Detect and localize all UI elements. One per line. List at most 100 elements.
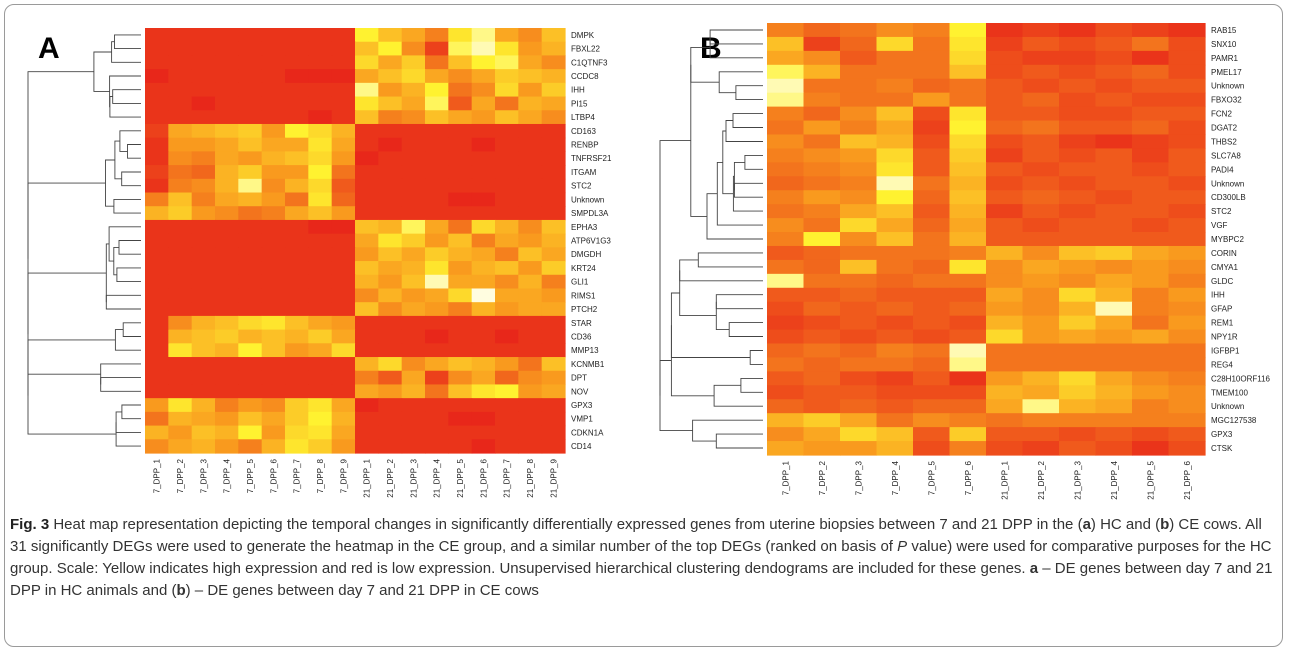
heatmap-cell: [191, 82, 216, 98]
heatmap-cell: [238, 288, 263, 303]
heatmap-cell: [145, 315, 169, 331]
heatmap-cell: [261, 96, 286, 111]
heatmap-cell: [840, 232, 878, 247]
heatmap-cell: [1132, 78, 1170, 94]
heatmap-cell: [1095, 92, 1133, 108]
heatmap-cell: [471, 69, 496, 84]
heatmap-cell: [1132, 441, 1170, 456]
caption-ref-a: a: [1082, 516, 1091, 533]
heatmap-cell: [495, 178, 519, 194]
heatmap-cell: [1168, 176, 1206, 191]
column-label: 7_DPP_3: [199, 458, 208, 493]
heatmap-cell: [378, 28, 403, 43]
heatmap-cell: [1059, 385, 1097, 400]
heatmap-cell: [1022, 413, 1060, 428]
row-label: GLI1: [571, 278, 589, 287]
heatmap-cell: [425, 96, 449, 111]
heatmap-cell: [1022, 343, 1060, 359]
dendrogram-branch: [670, 292, 751, 358]
heatmap-cell: [1059, 120, 1097, 136]
row-label: Unknown: [1211, 179, 1244, 188]
heatmap-cell: [168, 425, 193, 440]
row-label: FBXL22: [571, 45, 600, 54]
heatmap-cell: [308, 41, 333, 57]
heatmap-cell: [1022, 301, 1060, 317]
heatmap-cell: [378, 370, 403, 386]
row-label: GPX3: [571, 401, 593, 410]
heatmap-cell: [168, 411, 193, 427]
heatmap-cell: [191, 151, 216, 166]
heatmap-cell: [285, 96, 309, 111]
heatmap-cell: [191, 206, 216, 221]
heatmap-cell: [913, 176, 951, 191]
heatmap-cell: [145, 192, 169, 207]
dendrogram-branch: [679, 270, 717, 317]
heatmap-cell: [308, 123, 333, 139]
heatmap-cell: [1022, 385, 1060, 400]
heatmap-cell: [331, 206, 356, 221]
dendrogram-branch: [27, 272, 107, 396]
heatmap-cell: [145, 178, 169, 194]
dendrogram-branch: [732, 113, 763, 128]
heatmap-cell: [986, 204, 1024, 219]
heatmap-cell: [767, 357, 805, 372]
heatmap-cell: [261, 110, 286, 125]
heatmap-cell: [495, 315, 519, 331]
heatmap-cell: [803, 245, 841, 261]
dendrogram-branch: [121, 171, 141, 187]
heatmap-cell: [355, 165, 379, 180]
heatmap-cell: [191, 261, 216, 276]
heatmap-cell: [495, 233, 519, 248]
heatmap-cell: [215, 55, 239, 70]
row-label: PTCH2: [571, 305, 598, 314]
heatmap-cell: [471, 439, 496, 454]
heatmap-cell: [1059, 92, 1097, 108]
heatmap-cell: [1095, 36, 1133, 52]
heatmap-cell: [913, 245, 951, 261]
heatmap-cell: [401, 137, 426, 152]
heatmap-cell: [803, 78, 841, 94]
heatmap-cell: [355, 96, 379, 111]
heatmap-cell: [1095, 385, 1133, 400]
heatmap-cell: [168, 96, 193, 111]
heatmap-cell: [1059, 36, 1097, 52]
heatmap-cell: [355, 384, 379, 399]
heatmap-cell: [1059, 399, 1097, 414]
heatmap-cell: [1095, 232, 1133, 247]
heatmap-cell: [425, 233, 449, 248]
heatmap-cell: [1095, 190, 1133, 205]
row-label: RENBP: [571, 141, 599, 150]
heatmap-cell: [1059, 301, 1097, 317]
heatmap-cell: [913, 218, 951, 233]
heatmap-cell: [541, 233, 566, 248]
heatmap-cell: [308, 151, 333, 166]
heatmap-cell: [191, 302, 216, 317]
heatmap-cell: [1059, 106, 1097, 122]
heatmap-cell: [518, 123, 543, 139]
heatmap-cell: [1022, 92, 1060, 108]
heatmap-cell: [238, 165, 263, 180]
column-label: 7_DPP_1: [153, 458, 162, 493]
heatmap-cell: [471, 261, 496, 276]
heatmap-cell: [1059, 357, 1097, 372]
row-label: STC2: [1211, 207, 1232, 216]
heatmap-cell: [1095, 441, 1133, 456]
row-label: C28H10ORF116: [1211, 374, 1271, 383]
heatmap-cell: [949, 441, 987, 456]
heatmap-cell: [425, 343, 449, 358]
heatmap-cell: [471, 425, 496, 440]
heatmap-cell: [471, 233, 496, 248]
heatmap-cell: [331, 329, 356, 344]
heatmap-cell: [378, 384, 403, 399]
heatmap-cell: [1132, 371, 1170, 386]
heatmap-cell: [401, 165, 426, 180]
heatmap-cell: [448, 329, 473, 344]
heatmap-cell: [767, 259, 805, 275]
heatmap-cell: [913, 106, 951, 122]
heatmap-cell: [876, 120, 914, 136]
heatmap-cell: [1095, 259, 1133, 275]
heatmap-cell: [331, 398, 356, 413]
heatmap-cell: [495, 41, 519, 57]
heatmap-cell: [425, 151, 449, 166]
row-label: NPY1R: [1211, 333, 1238, 342]
